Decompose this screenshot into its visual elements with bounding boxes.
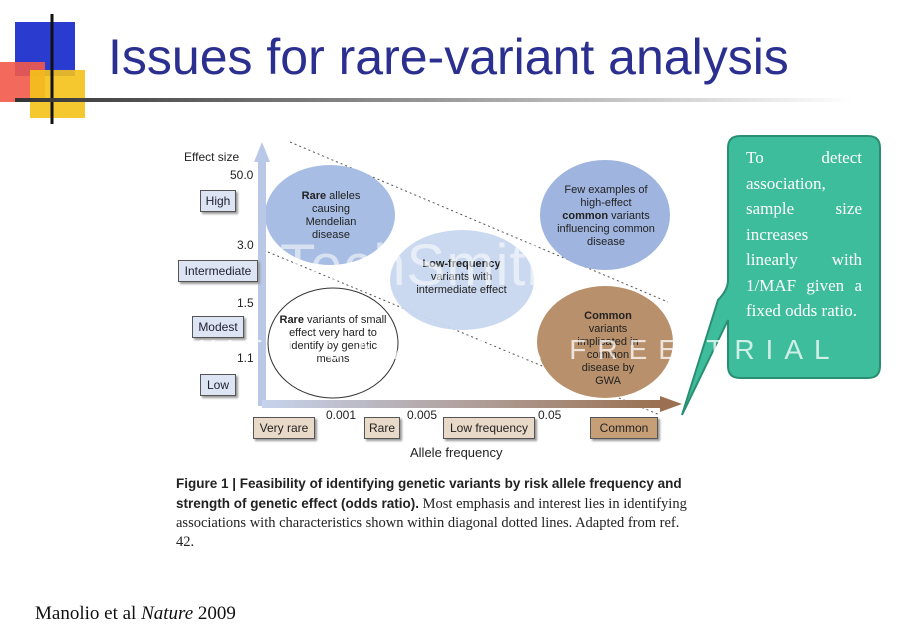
region-small <box>267 287 399 399</box>
y-axis <box>258 160 266 406</box>
region-label: Few examples of high-effect common varia… <box>556 184 656 249</box>
caption-text: Most emphasis and interest lies in ident… <box>176 496 687 550</box>
region-text: variants implicated in common disease by… <box>577 323 639 387</box>
region-few <box>540 160 670 270</box>
x-category: Low frequency <box>443 417 535 439</box>
region-low <box>390 230 534 330</box>
y-value: 50.0 <box>230 168 254 182</box>
y-axis-label: Effect size <box>184 150 240 164</box>
region-bold: common <box>562 210 609 222</box>
region-rare <box>265 165 395 265</box>
region-bold: Common <box>584 310 632 322</box>
region-text: variants with intermediate effect <box>416 271 507 296</box>
x-category: Rare <box>364 417 400 439</box>
region-label: Rare alleles causing Mendelian disease <box>290 190 372 242</box>
x-category: Common <box>590 417 658 439</box>
citation: Manolio et al Nature 2009 <box>35 603 236 625</box>
diagram <box>254 141 682 416</box>
region-bold: Rare <box>279 314 304 326</box>
region-label: Low-frequency variants with intermediate… <box>404 258 519 297</box>
x-category: Very rare <box>253 417 315 439</box>
citation-year: 2009 <box>193 603 236 624</box>
callout-text: To detect association, sample size incre… <box>746 148 862 320</box>
title-rule <box>15 98 855 102</box>
y-category: Intermediate <box>178 260 258 282</box>
citation-journal: Nature <box>141 603 194 624</box>
region-bold: Low-frequency <box>422 258 501 270</box>
citation-authors: Manolio et al <box>35 603 142 624</box>
region-text: variants influencing common disease <box>557 210 655 248</box>
caption-bold: Figure 1 | Feasibility of identifying ge… <box>176 476 682 511</box>
y-category: High <box>200 190 236 212</box>
title: Issues for rare-variant analysis <box>108 29 789 85</box>
y-category: Modest <box>192 316 244 338</box>
region-bold: Rare <box>301 190 327 202</box>
region-label: Common variants implicated in common dis… <box>568 310 648 388</box>
x-axis <box>262 400 662 408</box>
y-category: Low <box>200 374 236 396</box>
logo-yellow <box>30 70 85 118</box>
x-value: 0.001 <box>326 408 357 422</box>
region-text: alleles causing Mendelian disease <box>305 190 361 241</box>
x-axis-label: Allele frequency <box>410 445 503 460</box>
x-value: 0.05 <box>538 408 562 422</box>
dotted-line <box>289 141 669 303</box>
caption: Figure 1 | Feasibility of identifying ge… <box>176 474 688 552</box>
callout-shape <box>681 135 881 416</box>
dotted-line <box>267 251 661 416</box>
y-value: 1.5 <box>237 296 254 310</box>
x-arrow <box>660 396 682 412</box>
x-value: 0.005 <box>407 408 438 422</box>
watermark-logo: TechSmith <box>280 233 560 298</box>
y-value: 3.0 <box>237 238 254 252</box>
watermark-banner: MADE WITH CAMTASIA FREE TRIAL <box>45 334 841 365</box>
y-value: 1.1 <box>237 351 254 365</box>
y-arrow <box>254 142 270 162</box>
region-label: Rare variants of small effect very hard … <box>275 314 391 366</box>
region-common <box>537 286 673 398</box>
region-text: variants of small effect very hard to id… <box>288 314 387 365</box>
region-text: Few examples of high-effect <box>564 184 648 209</box>
